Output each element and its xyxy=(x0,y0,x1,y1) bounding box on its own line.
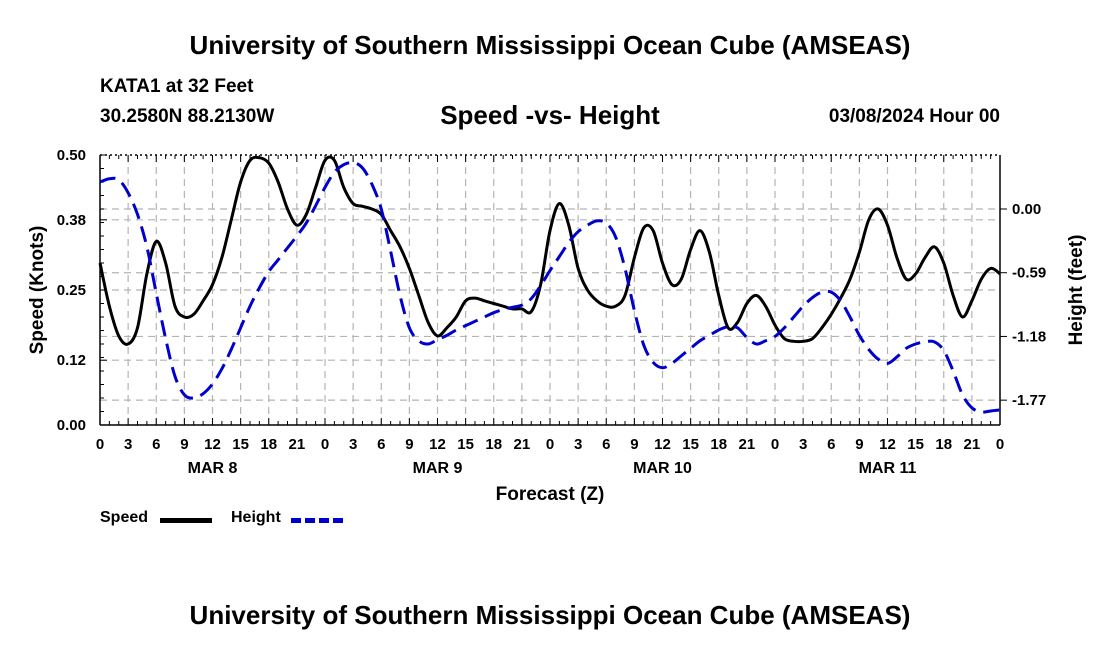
height-series-line xyxy=(99,160,1001,414)
x-tick-label: 3 xyxy=(349,436,357,453)
forecast-datetime: 03/08/2024 Hour 00 xyxy=(828,106,1000,127)
y-tick-label: 0.12 xyxy=(57,352,86,369)
x-tick-label: 0 xyxy=(96,436,104,453)
x-tick-label: 18 xyxy=(485,436,502,453)
x-day-label: MAR 8 xyxy=(188,460,238,477)
x-tick-label: 12 xyxy=(204,436,221,453)
x-tick-label: 12 xyxy=(879,436,896,453)
x-tick-label: 0 xyxy=(996,436,1004,453)
main-title: University of Southern Mississippi Ocean… xyxy=(189,30,911,60)
x-tick-label: 15 xyxy=(457,436,474,453)
x-tick-label: 18 xyxy=(935,436,952,453)
x-tick-label: 9 xyxy=(630,436,638,453)
x-tick-label: 15 xyxy=(232,436,249,453)
x-tick-label: 12 xyxy=(429,436,446,453)
x-day-label: MAR 9 xyxy=(413,460,463,477)
x-tick-label: 3 xyxy=(574,436,582,453)
x-tick-label: 0 xyxy=(321,436,329,453)
y-tick-label: 0.50 xyxy=(57,147,86,164)
footer-title: University of Southern Mississippi Ocean… xyxy=(189,600,911,630)
x-tick-label: 18 xyxy=(710,436,727,453)
y2-tick-label: -1.77 xyxy=(1012,392,1046,409)
x-tick-label: 9 xyxy=(405,436,413,453)
chart-subtitle: Speed -vs- Height xyxy=(440,100,660,130)
x-tick-label: 6 xyxy=(602,436,610,453)
speed-series-line xyxy=(98,155,1001,346)
x-tick-label: 3 xyxy=(799,436,807,453)
y-tick-label: 0.00 xyxy=(57,417,86,434)
y-tick-label: 0.38 xyxy=(57,212,86,229)
y2-axis-title: Height (feet) xyxy=(1066,235,1087,346)
legend-speed-label: Speed xyxy=(100,509,149,526)
x-tick-label: 6 xyxy=(377,436,385,453)
x-tick-label: 3 xyxy=(124,436,132,453)
x-tick-label: 6 xyxy=(152,436,160,453)
x-tick-label: 21 xyxy=(964,436,981,453)
legend-height-swatch xyxy=(291,518,343,523)
x-tick-label: 21 xyxy=(739,436,756,453)
legend-speed-swatch xyxy=(160,518,212,523)
coordinates-label: 30.2580N 88.2130W xyxy=(100,106,275,127)
x-tick-label: 15 xyxy=(682,436,699,453)
x-day-label: MAR 11 xyxy=(859,460,917,477)
x-tick-label: 18 xyxy=(260,436,277,453)
x-tick-label: 9 xyxy=(855,436,863,453)
y-axis-title: Speed (Knots) xyxy=(27,226,48,355)
legend-height-label: Height xyxy=(231,509,281,526)
x-tick-label: 0 xyxy=(771,436,779,453)
x-tick-label: 12 xyxy=(654,436,671,453)
x-tick-label: 9 xyxy=(180,436,188,453)
y2-tick-label: -0.59 xyxy=(1012,265,1046,282)
x-axis-title: Forecast (Z) xyxy=(496,484,605,505)
x-tick-label: 21 xyxy=(289,436,306,453)
station-label: KATA1 at 32 Feet xyxy=(100,76,254,97)
y-tick-label: 0.25 xyxy=(57,282,86,299)
x-tick-label: 21 xyxy=(514,436,531,453)
x-tick-label: 6 xyxy=(827,436,835,453)
x-tick-label: 15 xyxy=(907,436,924,453)
y2-tick-label: -1.18 xyxy=(1012,328,1046,345)
y2-tick-label: 0.00 xyxy=(1012,201,1041,218)
x-tick-label: 0 xyxy=(546,436,554,453)
x-day-label: MAR 10 xyxy=(633,460,692,477)
